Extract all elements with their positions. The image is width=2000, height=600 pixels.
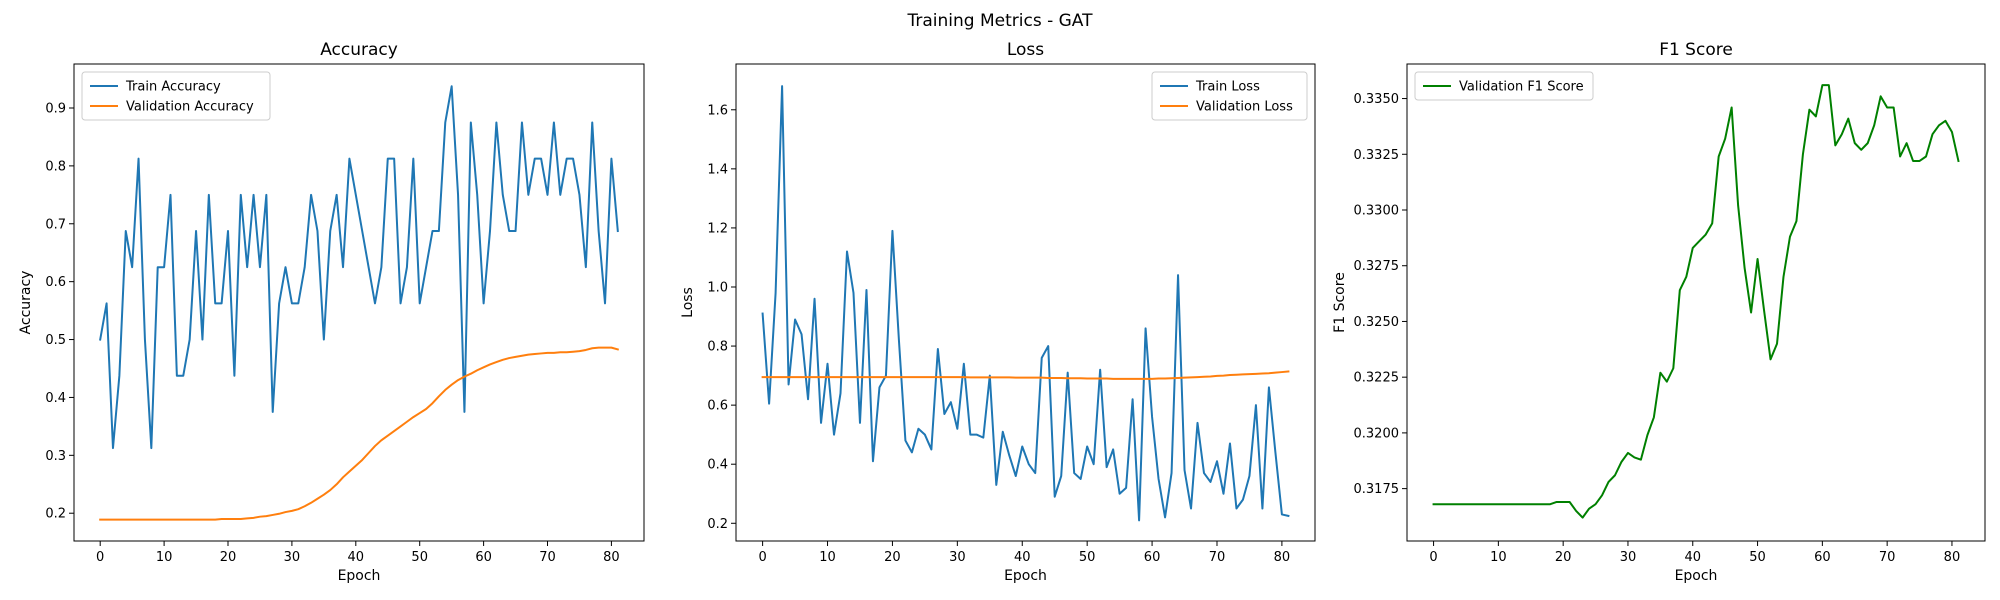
y-tick-label: 0.2 [707,517,728,532]
train-loss-legend-label: Train Loss [1195,80,1260,95]
x-tick-label: 20 [884,550,901,565]
x-tick-label: 0 [96,550,104,565]
y-tick-label: 0.3200 [1354,426,1400,441]
y-tick-label: 0.3275 [1354,259,1400,274]
f1-score-axes-frame [1406,63,1986,542]
accuracy-legend: Train Accuracy Validation Accuracy [81,71,271,121]
legend-box [81,71,271,121]
y-tick-label: 1.6 [707,103,728,118]
validation-loss-line [761,370,1290,380]
y-tick-label: 0.7 [45,217,66,232]
y-tick-label: 0.9 [45,101,66,116]
y-tick-label: 0.6 [707,399,728,414]
y-tick-label: 0.3175 [1354,482,1400,497]
f1-score-chart: F1 Score 0 10 20 30 40 50 60 70 80 0.3175 0.3200 0.3… [1332,40,1986,584]
x-tick-label: 60 [475,550,492,565]
loss-axes-frame [735,63,1316,542]
figure-title: Training Metrics - GAT [907,11,1094,31]
x-tick-label: 80 [1944,550,1961,565]
x-tick-label: 10 [819,550,836,565]
x-tick-label: 40 [1014,550,1031,565]
validation-accuracy-legend-label: Validation Accuracy [126,100,254,115]
y-tick-label: 0.3225 [1354,371,1400,386]
y-tick-label: 1.4 [707,162,728,177]
f1-score-chart-title: F1 Score [1659,40,1733,60]
legend-box [1151,71,1308,121]
y-tick-label: 0.3 [45,449,66,464]
loss-plot-area [761,85,1290,522]
x-tick-label: 60 [1814,550,1831,565]
x-tick-label: 40 [1684,550,1701,565]
accuracy-y-axis-label: Accuracy [18,271,34,335]
y-tick-label: 1.2 [707,221,728,236]
accuracy-axes-frame [73,63,645,542]
f1-score-y-axis-label: F1 Score [1332,272,1348,333]
x-tick-label: 60 [1144,550,1161,565]
x-tick-label: 80 [603,550,620,565]
y-tick-label: 0.3350 [1354,92,1400,107]
train-accuracy-legend-label: Train Accuracy [125,80,221,95]
y-tick-label: 0.3300 [1354,203,1400,218]
x-tick-label: 20 [1555,550,1572,565]
x-tick-label: 40 [348,550,365,565]
y-tick-label: 1.0 [707,280,728,295]
f1-score-plot-area [1432,84,1960,519]
validation-loss-legend-label: Validation Loss [1196,100,1293,115]
x-tick-label: 10 [1490,550,1507,565]
x-tick-label: 30 [949,550,966,565]
validation-f1-score-line [1432,84,1960,519]
train-accuracy-line [99,85,619,450]
x-tick-label: 50 [1079,550,1096,565]
x-tick-label: 30 [284,550,301,565]
train-loss-line [761,85,1290,522]
y-tick-label: 0.8 [707,340,728,355]
x-tick-label: 50 [411,550,428,565]
f1-score-legend: Validation F1 Score [1414,71,1594,101]
validation-accuracy-line [99,346,620,521]
loss-chart-title: Loss [1007,40,1044,60]
legend-box [1414,71,1594,101]
x-tick-label: 10 [156,550,173,565]
x-tick-label: 30 [1620,550,1637,565]
x-tick-label: 20 [220,550,237,565]
loss-y-axis-label: Loss [680,287,696,318]
loss-chart: Loss 0 10 20 30 40 50 60 70 80 0.2 0.4 0.6 0.8 1.0 1.2 1… [680,40,1316,584]
x-tick-label: 70 [539,550,556,565]
x-tick-label: 70 [1879,550,1896,565]
validation-f1-score-legend-label: Validation F1 Score [1459,80,1584,95]
x-tick-label: 0 [758,550,766,565]
loss-legend: Train Loss Validation Loss [1151,71,1308,121]
y-tick-label: 0.5 [45,333,66,348]
y-tick-label: 0.4 [707,458,728,473]
x-tick-label: 0 [1429,550,1437,565]
accuracy-chart-title: Accuracy [320,40,398,60]
accuracy-x-axis-label: Epoch [338,568,381,584]
loss-x-axis-label: Epoch [1004,568,1047,584]
y-tick-label: 0.3250 [1354,315,1400,330]
y-tick-label: 0.2 [45,507,66,522]
y-tick-label: 0.3325 [1354,148,1400,163]
x-tick-label: 70 [1209,550,1226,565]
y-tick-label: 0.4 [45,391,66,406]
accuracy-plot-area [99,85,620,521]
y-tick-label: 0.6 [45,275,66,290]
f1-score-x-axis-label: Epoch [1675,568,1718,584]
x-tick-label: 80 [1274,550,1291,565]
y-tick-label: 0.8 [45,159,66,174]
accuracy-chart: Accuracy 0 10 20 30 40 50 60 70 80 0.2 0.3 0.4 0.5 0.6… [18,40,645,584]
x-tick-label: 50 [1749,550,1766,565]
